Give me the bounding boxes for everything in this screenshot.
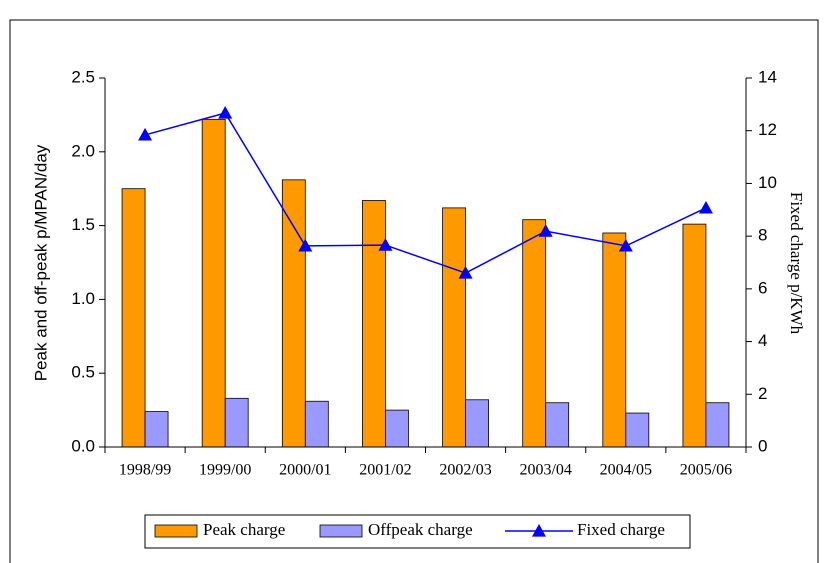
y2-tick-label: 10 bbox=[758, 173, 777, 192]
x-tick-label: 2003/04 bbox=[519, 462, 571, 479]
legend-swatch bbox=[154, 524, 198, 538]
x-tick-label: 1999/00 bbox=[199, 462, 251, 479]
y-tick-label: 1.5 bbox=[71, 215, 95, 234]
bar bbox=[385, 409, 409, 448]
y-axis-label: Peak and off-peak p/MPAN/day bbox=[31, 144, 50, 381]
legend-label: Fixed charge bbox=[577, 520, 665, 539]
y2-tick-label: 12 bbox=[758, 120, 777, 139]
line bbox=[144, 112, 707, 274]
legend-swatch bbox=[319, 524, 363, 538]
frame bbox=[9, 19, 819, 563]
bar bbox=[522, 219, 547, 448]
bar bbox=[304, 400, 329, 448]
x-tick-label: 2004/05 bbox=[600, 462, 652, 479]
bar bbox=[682, 223, 707, 448]
marker bbox=[298, 238, 313, 252]
marker bbox=[698, 200, 713, 214]
y2-tick-label: 4 bbox=[758, 331, 767, 350]
marker bbox=[138, 127, 153, 141]
marker bbox=[378, 238, 393, 251]
bar bbox=[442, 207, 466, 448]
legend-label: Offpeak charge bbox=[368, 520, 473, 539]
y-tick-label: 2.0 bbox=[71, 141, 95, 160]
bar bbox=[705, 402, 730, 448]
y2-tick-label: 2 bbox=[758, 384, 767, 403]
bar bbox=[144, 411, 169, 448]
y-tick-label: 1.0 bbox=[71, 289, 95, 308]
bar bbox=[602, 232, 627, 448]
bar bbox=[121, 188, 146, 448]
y-tick-label: 0.0 bbox=[71, 436, 95, 455]
x-tick-label: 1998/99 bbox=[119, 462, 171, 479]
y-tick-label: 0.5 bbox=[71, 363, 95, 382]
y2-tick-label: 0 bbox=[758, 436, 767, 455]
bar bbox=[545, 402, 570, 448]
legend-label: Peak charge bbox=[203, 520, 285, 539]
bar bbox=[625, 412, 650, 448]
bar bbox=[362, 200, 386, 448]
x-tick-label: 2002/03 bbox=[439, 462, 491, 479]
x-tick-label: 2000/01 bbox=[279, 462, 331, 479]
x-tick-label: 2001/02 bbox=[359, 462, 411, 479]
y2-tick-label: 14 bbox=[758, 67, 777, 86]
bar bbox=[281, 179, 306, 448]
marker bbox=[218, 106, 233, 119]
x-tick-label: 2005/06 bbox=[680, 462, 732, 479]
bar bbox=[201, 118, 226, 448]
bar bbox=[465, 399, 489, 448]
y2-axis-label: Fixed charge p/KWh bbox=[787, 192, 806, 335]
y-tick-label: 2.5 bbox=[71, 67, 95, 86]
y2-tick-label: 8 bbox=[758, 226, 767, 245]
marker bbox=[458, 266, 473, 279]
marker bbox=[538, 224, 553, 237]
legend bbox=[144, 514, 691, 549]
y2-tick-label: 6 bbox=[758, 278, 767, 297]
bar bbox=[224, 397, 249, 448]
marker bbox=[618, 238, 633, 252]
legend-marker bbox=[532, 524, 546, 537]
